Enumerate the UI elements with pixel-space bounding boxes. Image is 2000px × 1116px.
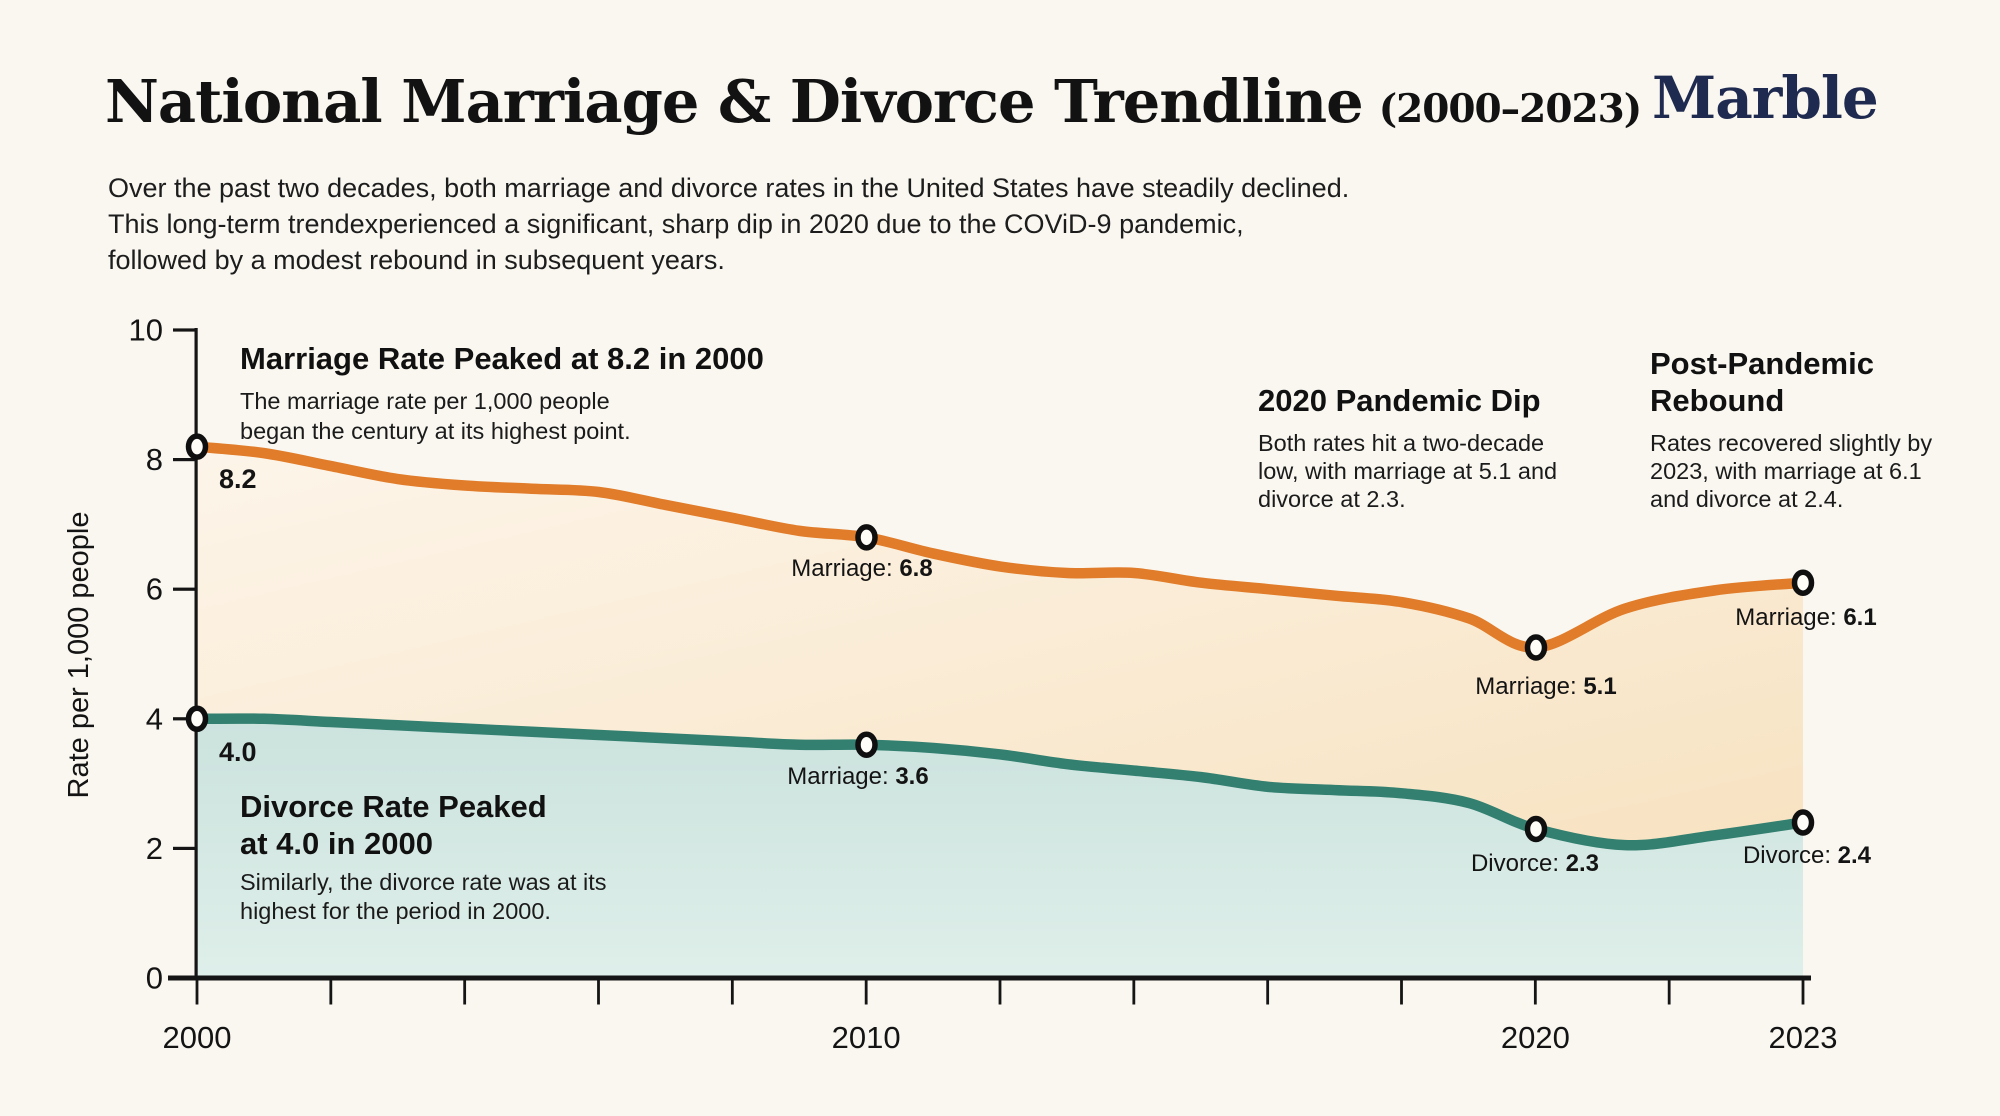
x-axis-tick [1801, 980, 1805, 1005]
x-axis-tick [1400, 980, 1403, 1005]
point-label-prefix: Marriage: [791, 555, 900, 582]
x-axis-tick [1132, 980, 1136, 1005]
y-tick-label: 8 [146, 442, 163, 477]
annotation-pandemic-dip: 2020 Pandemic Dip Both rates hit a two-d… [1258, 382, 1557, 513]
annotation-body: Both rates hit a two-decade low, with ma… [1258, 430, 1558, 512]
x-axis-line [168, 975, 1811, 981]
x-axis-tick [1667, 980, 1671, 1005]
y-tick-label: 0 [146, 961, 163, 996]
annotation-heading: 2020 Pandemic Dip [1258, 383, 1541, 418]
page-title-suffix: (2000–2023) [1378, 86, 1642, 132]
brand-logo: Marble [1652, 64, 1879, 132]
data-point-marker-marriage-2020 [1524, 634, 1548, 661]
point-label-prefix: Marriage: [1475, 673, 1584, 700]
x-axis-tick [1266, 980, 1270, 1005]
x-axis-tick [463, 980, 467, 1005]
annotation-marriage-peak: Marriage Rate Peaked at 8.2 in 2000 The … [240, 340, 764, 446]
y-tick-label: 2 [146, 831, 163, 866]
point-label-divorce-2010: Marriage: 3.6 [787, 763, 928, 791]
annotation-body: The marriage rate per 1,000 people began… [240, 388, 631, 444]
point-label-marriage-2010: Marriage: 6.8 [791, 555, 932, 583]
annotation-divorce-peak: Divorce Rate Peaked at 4.0 in 2000 Simil… [240, 788, 607, 926]
marriage-line [191, 441, 1809, 653]
y-axis-tick [173, 587, 195, 591]
annotation-rebound: Post-Pandemic Rebound Rates recovered sl… [1650, 345, 1932, 513]
x-axis-tick [597, 980, 600, 1005]
data-point-marker-divorce-2010 [855, 731, 878, 758]
y-tick-label: 6 [146, 572, 163, 607]
x-axis-tick [195, 980, 199, 1005]
x-axis-tick [998, 980, 1002, 1005]
point-label-divorce-2020: Divorce: 2.3 [1471, 850, 1599, 878]
x-axis-tick [864, 980, 868, 1005]
y-axis-tick [173, 846, 195, 850]
y-axis-tick [173, 458, 195, 462]
point-label-marriage-2000: 8.2 [219, 464, 257, 495]
x-tick-label: 2010 [832, 1020, 901, 1055]
point-label-marriage-2023: Marriage: 6.1 [1735, 604, 1876, 632]
x-tick-label: 2020 [1501, 1020, 1570, 1055]
point-label-prefix: Marriage: [1735, 604, 1844, 631]
data-point-marker-marriage-2023 [1791, 569, 1815, 596]
point-label-marriage-2020: Marriage: 5.1 [1475, 673, 1616, 701]
y-tick-label: 4 [146, 701, 163, 736]
data-point-marker-divorce-2023 [1791, 809, 1815, 836]
point-label-divorce-2023: Divorce: 2.4 [1743, 842, 1871, 870]
point-label-prefix: Divorce: [1742, 842, 1838, 869]
point-label-prefix: Marriage: [787, 763, 896, 790]
annotation-body: Rates recovered slightly by 2023, with m… [1650, 430, 1933, 512]
annotation-heading: Divorce Rate Peaked at 4.0 in 2000 [240, 789, 547, 861]
point-label-value: 2.4 [1837, 842, 1872, 869]
y-axis-title: Rate per 1,000 people [63, 512, 95, 799]
x-axis-tick [1533, 980, 1537, 1005]
point-label-prefix: Divorce: [1470, 850, 1566, 877]
data-point-marker-divorce-2020 [1524, 815, 1548, 843]
annotation-heading: Marriage Rate Peaked at 8.2 in 2000 [240, 341, 764, 376]
point-label-value: 8.2 [219, 464, 257, 494]
y-tick-label: 10 [129, 313, 163, 348]
point-label-value: 4.0 [219, 737, 257, 767]
point-label-value: 6.8 [899, 555, 933, 582]
page-title-row: National Marriage & Divorce Trendline (2… [105, 67, 1642, 136]
y-axis-tick [173, 328, 195, 332]
page-title: National Marriage & Divorce Trendline [105, 67, 1364, 136]
data-point-marker-marriage-2010 [855, 524, 878, 551]
data-point-marker-divorce-2000 [185, 705, 209, 733]
point-label-value: 6.1 [1843, 604, 1877, 631]
x-tick-label: 2023 [1769, 1020, 1838, 1055]
data-point-marker-marriage-2000 [185, 433, 209, 460]
divorce-line [191, 713, 1809, 851]
chart-subtitle: Over the past two decades, both marriage… [108, 173, 1350, 275]
point-label-value: 2.3 [1565, 850, 1600, 877]
y-axis-tick [173, 717, 195, 721]
point-label-value: 3.6 [895, 763, 929, 790]
x-tick-label: 2000 [163, 1020, 232, 1055]
y-axis-spine [194, 328, 198, 978]
x-axis-tick [730, 980, 734, 1005]
annotation-body: Similarly, the divorce rate was at its h… [240, 869, 607, 924]
divorce-area-fill [197, 718, 1803, 978]
annotation-heading: Post-Pandemic Rebound [1650, 346, 1874, 418]
point-label-divorce-2000: 4.0 [219, 737, 257, 768]
x-axis-tick [329, 980, 333, 1005]
point-label-value: 5.1 [1583, 673, 1617, 700]
